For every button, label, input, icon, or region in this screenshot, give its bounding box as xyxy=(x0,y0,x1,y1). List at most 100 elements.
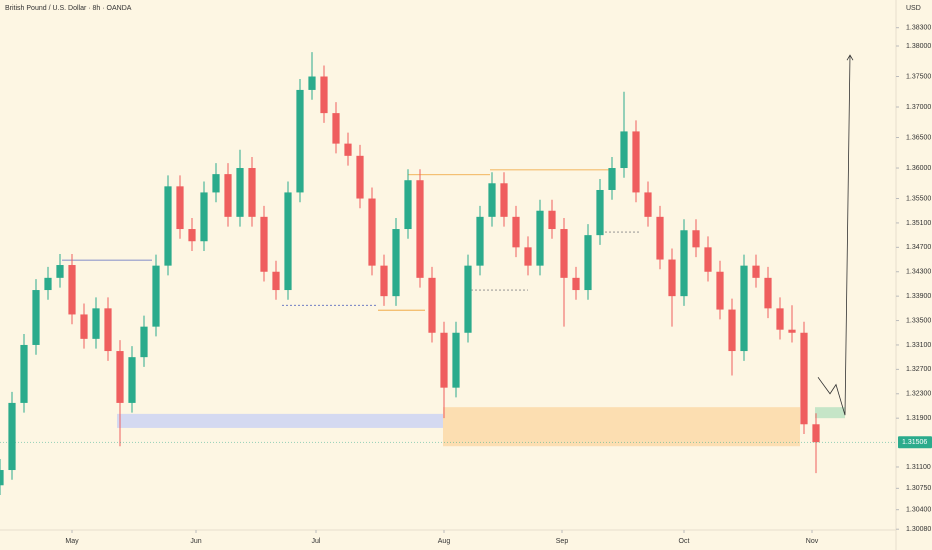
y-tick-label: 1.36500 xyxy=(906,134,931,141)
y-tick-label: 1.32300 xyxy=(906,391,931,398)
candle-body xyxy=(200,192,208,242)
candle-body xyxy=(140,326,148,358)
candle-body xyxy=(752,265,760,278)
candle-body xyxy=(608,168,616,190)
candle-body xyxy=(548,210,556,230)
candle-body xyxy=(224,174,232,217)
y-tick-label: 1.32700 xyxy=(906,366,931,373)
candle-body xyxy=(668,259,676,297)
y-tick-label: 1.34300 xyxy=(906,269,931,276)
y-tick-label: 1.30080 xyxy=(906,526,931,533)
candle-body xyxy=(116,351,124,403)
candle-body xyxy=(728,309,736,352)
candle-body xyxy=(212,174,220,193)
y-tick-label: 1.30750 xyxy=(906,485,931,492)
x-tick-label: Sep xyxy=(556,538,569,545)
y-tick-label: 1.37500 xyxy=(906,73,931,80)
y-tick-label: 1.33900 xyxy=(906,293,931,300)
candle-body xyxy=(680,230,688,297)
candle-body xyxy=(416,180,424,278)
candle-body xyxy=(272,271,280,291)
candle-body xyxy=(332,113,340,144)
candle-body xyxy=(800,332,808,425)
candle-body xyxy=(188,229,196,242)
candle-body xyxy=(716,271,724,310)
candle-body xyxy=(356,155,364,199)
y-tick-label: 1.38300 xyxy=(906,25,931,32)
projection-arrowhead xyxy=(846,54,854,61)
candle-body xyxy=(596,189,604,236)
candle-body xyxy=(764,277,772,309)
x-tick-label: Jun xyxy=(190,538,201,545)
candle-body xyxy=(68,265,76,315)
x-tick-label: Jul xyxy=(312,538,321,545)
x-tick-label: Aug xyxy=(438,538,451,545)
x-tick-label: Oct xyxy=(679,538,690,545)
candle-body xyxy=(476,216,484,266)
candle-body xyxy=(44,277,52,291)
candle-body xyxy=(260,216,268,272)
candle-body xyxy=(320,76,328,114)
candle-body xyxy=(620,131,628,169)
y-tick-label: 1.37000 xyxy=(906,104,931,111)
candle-body xyxy=(524,247,532,266)
candle-body xyxy=(536,210,544,266)
candle-body xyxy=(572,277,580,291)
candle-body xyxy=(0,470,4,486)
y-tick-label: 1.31100 xyxy=(906,464,931,471)
candle-body xyxy=(560,229,568,278)
y-tick-label: 1.38000 xyxy=(906,43,931,50)
y-tick-label: 1.31900 xyxy=(906,415,931,422)
candle-body xyxy=(308,76,316,90)
candle-body xyxy=(788,329,796,333)
candle-body xyxy=(500,183,508,217)
candle-body xyxy=(632,131,640,193)
y-tick-label: 1.35500 xyxy=(906,195,931,202)
candle-body xyxy=(740,265,748,352)
candle-body xyxy=(152,265,160,327)
y-tick-label: 1.35100 xyxy=(906,220,931,227)
candle-body xyxy=(392,229,400,297)
y-tick-label: 1.33100 xyxy=(906,342,931,349)
last-price-box xyxy=(898,436,932,449)
y-tick-label: 1.36000 xyxy=(906,165,931,172)
chart-title: British Pound / U.S. Dollar · 8h · OANDA xyxy=(5,5,132,12)
candle-body xyxy=(584,235,592,291)
candle-body xyxy=(776,308,784,330)
candle-body xyxy=(248,168,256,217)
candle-body xyxy=(176,186,184,230)
candle-body xyxy=(692,230,700,248)
candle-body xyxy=(404,180,412,230)
candle-body xyxy=(644,192,652,217)
zone xyxy=(443,407,800,447)
candle-body xyxy=(164,186,172,266)
y-tick-label: 1.33500 xyxy=(906,317,931,324)
zone xyxy=(815,407,845,419)
candle-body xyxy=(92,308,100,339)
candle-body xyxy=(428,277,436,333)
candle-body xyxy=(704,247,712,272)
candle-body xyxy=(344,143,352,156)
candle-body xyxy=(236,168,244,217)
candle-body xyxy=(380,265,388,297)
candle-body xyxy=(128,357,136,403)
projection-path xyxy=(817,55,851,416)
candle-body xyxy=(812,424,820,443)
candle-body xyxy=(80,314,88,339)
zone xyxy=(117,413,443,428)
candle-body xyxy=(368,198,376,266)
candle-body xyxy=(8,402,16,471)
y-tick-label: 1.34700 xyxy=(906,244,931,251)
last-price-label: 1.31506 xyxy=(902,439,927,446)
candle-body xyxy=(440,332,448,388)
candle-body xyxy=(512,216,520,248)
candle-body xyxy=(32,290,40,345)
candle-body xyxy=(488,183,496,217)
candle-body xyxy=(20,344,28,403)
candle-body xyxy=(464,265,472,333)
candle-body xyxy=(56,265,64,278)
x-tick-label: May xyxy=(65,538,79,545)
currency: USD xyxy=(906,5,921,12)
y-tick-label: 1.30400 xyxy=(906,507,931,514)
